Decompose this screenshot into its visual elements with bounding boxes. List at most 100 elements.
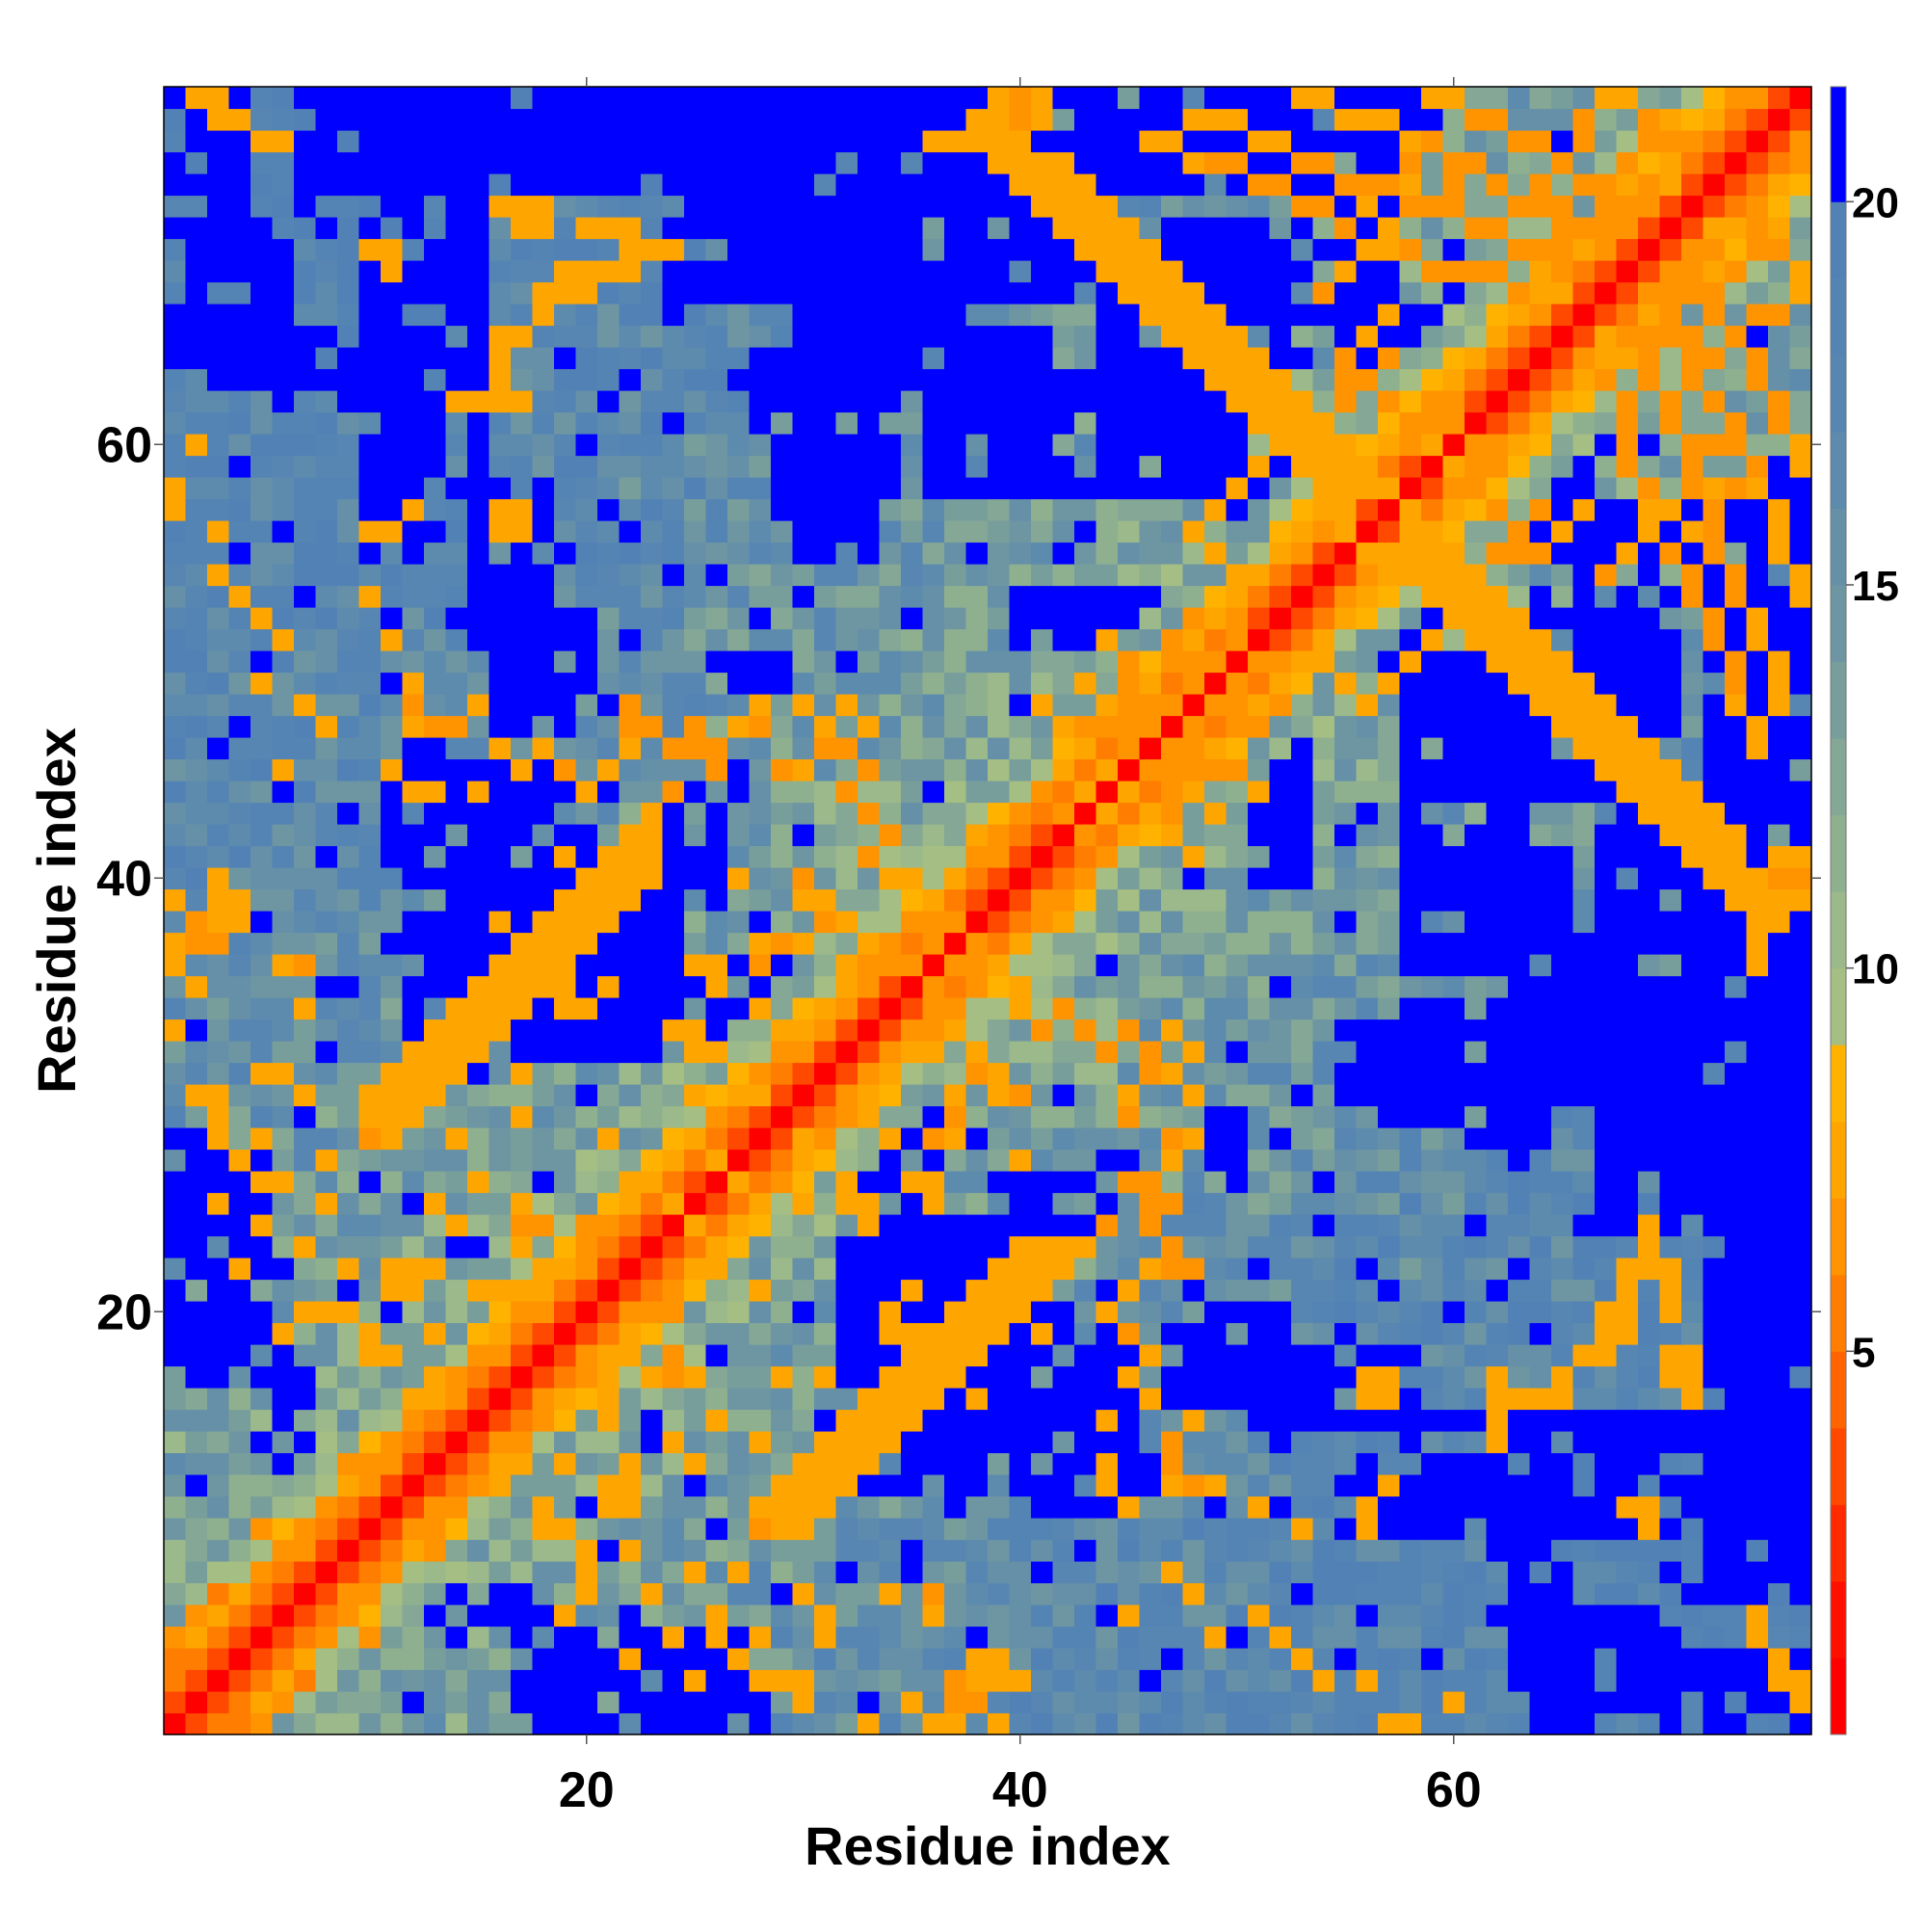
heatmap-cell	[1226, 1105, 1249, 1128]
heatmap-cell	[1508, 824, 1531, 847]
heatmap-cell	[1399, 1301, 1422, 1324]
heatmap-cell	[272, 997, 295, 1020]
heatmap-cell	[1095, 867, 1119, 890]
heatmap-cell	[1291, 1192, 1314, 1215]
heatmap-cell	[358, 824, 382, 847]
heatmap-cell	[1312, 455, 1335, 478]
heatmap-cell	[272, 1474, 295, 1497]
heatmap-cell	[879, 911, 902, 934]
heatmap-cell	[358, 781, 382, 804]
heatmap-cell	[1074, 108, 1097, 131]
heatmap-cell	[575, 498, 598, 521]
heatmap-cell	[575, 1712, 598, 1735]
heatmap-cell	[1334, 1257, 1358, 1281]
heatmap-cell	[424, 347, 447, 370]
heatmap-cell	[1508, 1171, 1531, 1194]
heatmap-cell	[185, 1582, 208, 1605]
heatmap-cell	[294, 281, 317, 304]
heatmap-cell	[402, 932, 425, 955]
heatmap-cell	[1074, 975, 1097, 998]
heatmap-cell	[1529, 1149, 1552, 1172]
heatmap-cell	[228, 173, 251, 197]
heatmap-cell	[1312, 1626, 1335, 1649]
heatmap-cell	[1465, 802, 1488, 825]
heatmap-cell	[1399, 1431, 1422, 1454]
heatmap-cell	[315, 1105, 338, 1128]
heatmap-cell	[575, 1452, 598, 1475]
heatmap-cell	[1248, 564, 1271, 587]
heatmap-cell	[1118, 217, 1141, 240]
heatmap-cell	[965, 1712, 989, 1735]
heatmap-cell	[771, 564, 794, 587]
heatmap-cell	[684, 217, 707, 240]
heatmap-cell	[1399, 390, 1422, 413]
heatmap-cell	[251, 1214, 274, 1237]
heatmap-cell	[1009, 1561, 1032, 1584]
heatmap-cell	[1139, 217, 1162, 240]
heatmap-cell	[164, 151, 187, 174]
heatmap-cell	[965, 954, 989, 977]
heatmap-cell	[1074, 737, 1097, 760]
heatmap-cell	[922, 368, 945, 391]
heatmap-cell	[662, 1365, 685, 1389]
heatmap-cell	[1529, 1127, 1552, 1151]
heatmap-cell	[1529, 1084, 1552, 1107]
heatmap-cell	[1031, 1582, 1054, 1605]
heatmap-cell	[727, 672, 751, 695]
heatmap-cell	[944, 1388, 967, 1411]
heatmap-cell	[445, 650, 468, 674]
heatmap-cell	[358, 1084, 382, 1107]
heatmap-cell	[727, 1712, 751, 1735]
heatmap-cell	[597, 498, 620, 521]
heatmap-cell	[1378, 1127, 1401, 1151]
heatmap-cell	[1356, 87, 1379, 110]
heatmap-cell	[467, 1388, 490, 1411]
heatmap-cell	[597, 151, 620, 174]
heatmap-cell	[1465, 1474, 1488, 1497]
heatmap-cell	[315, 954, 338, 977]
heatmap-cell	[749, 1495, 772, 1519]
heatmap-cell	[251, 954, 274, 977]
heatmap-cell	[315, 564, 338, 587]
heatmap-cell	[185, 1691, 208, 1714]
heatmap-cell	[445, 130, 468, 153]
heatmap-cell	[705, 498, 728, 521]
heatmap-cell	[424, 694, 447, 717]
heatmap-cell	[814, 1192, 837, 1215]
heatmap-cell	[358, 304, 382, 327]
heatmap-cell	[272, 1105, 295, 1128]
heatmap-cell	[944, 477, 967, 500]
heatmap-cell	[1529, 845, 1552, 868]
heatmap-cell	[1312, 108, 1335, 131]
heatmap-cell	[294, 1582, 317, 1605]
heatmap-cell	[901, 715, 924, 738]
heatmap-cell	[1204, 1582, 1227, 1605]
heatmap-cell	[1161, 151, 1184, 174]
heatmap-cell	[315, 975, 338, 998]
heatmap-cell	[1508, 997, 1531, 1020]
heatmap-cell	[858, 715, 881, 738]
heatmap-cell	[1182, 1214, 1205, 1237]
heatmap-cell	[315, 411, 338, 435]
heatmap-cell	[294, 1149, 317, 1172]
heatmap-cell	[164, 1257, 187, 1281]
heatmap-cell	[532, 173, 555, 197]
heatmap-cell	[575, 173, 598, 197]
heatmap-cell	[1226, 867, 1249, 890]
heatmap-cell	[1465, 1712, 1488, 1735]
heatmap-cell	[1572, 1474, 1596, 1497]
heatmap-cell	[988, 694, 1011, 717]
heatmap-cell	[575, 455, 598, 478]
heatmap-cell	[727, 217, 751, 240]
heatmap-cell	[1291, 1041, 1314, 1064]
heatmap-cell	[272, 758, 295, 781]
heatmap-cell	[511, 1301, 534, 1324]
heatmap-cell	[1074, 1431, 1097, 1454]
heatmap-cell	[554, 368, 577, 391]
heatmap-cell	[944, 1322, 967, 1345]
heatmap-cell	[488, 1712, 512, 1735]
heatmap-cell	[988, 802, 1011, 825]
heatmap-cell	[858, 824, 881, 847]
heatmap-cell	[879, 477, 902, 500]
heatmap-cell	[814, 911, 837, 934]
